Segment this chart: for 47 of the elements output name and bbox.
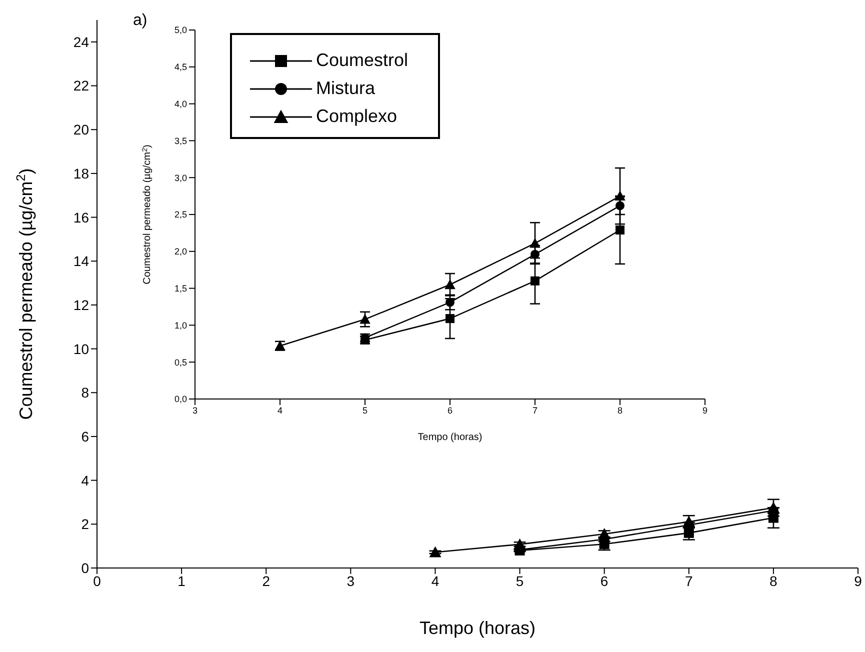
annotation: a) (133, 12, 148, 30)
x-tick-label: 8 (617, 405, 623, 416)
y-tick-label: 6 (81, 428, 90, 444)
x-tick-label: 9 (702, 405, 708, 416)
x-tick-label: 3 (346, 572, 355, 589)
x-tick-label: 8 (770, 572, 778, 589)
y-tick-label: 3,0 (174, 172, 187, 183)
y-tick-label: 14 (73, 253, 90, 270)
x-tick-label: 5 (516, 572, 524, 589)
legend-label: Mistura (316, 78, 376, 100)
y-tick-label: 0,0 (174, 394, 187, 404)
x-tick-label: 9 (854, 572, 862, 589)
x-tick-label: 2 (262, 572, 270, 589)
y-tick-label: 2,0 (174, 246, 187, 257)
y-tick-label: 2,5 (174, 210, 187, 220)
y-tick-label: 16 (73, 209, 90, 226)
y-tick-label: 4 (81, 472, 90, 488)
y-tick-label: 12 (73, 296, 90, 313)
x-axis-title: Tempo (horas) (418, 432, 482, 443)
x-tick-label: 0 (93, 572, 102, 589)
y-tick-label: 8 (81, 384, 90, 401)
y-tick-label: 18 (73, 165, 90, 182)
y-tick-label: 3,5 (174, 136, 187, 146)
y-tick-label: 10 (73, 340, 90, 357)
legend-label: Coumestrol (316, 50, 408, 72)
y-tick-label: 5,0 (174, 25, 187, 36)
x-tick-label: 7 (532, 405, 538, 416)
y-tick-label: 22 (73, 78, 90, 94)
y-tick-label: 4,5 (174, 62, 187, 72)
x-tick-label: 5 (362, 405, 368, 416)
x-tick-label: 7 (684, 572, 693, 589)
x-tick-label: 6 (447, 405, 453, 416)
y-tick-label: 1,5 (174, 283, 187, 294)
legend-label: Complexo (316, 106, 398, 128)
y-tick-label: 0 (81, 560, 90, 576)
y-tick-label: 20 (73, 122, 90, 138)
x-tick-label: 3 (192, 405, 198, 416)
x-tick-label: 1 (178, 572, 186, 589)
x-axis-title: Tempo (horas) (419, 618, 536, 638)
y-tick-label: 2 (81, 516, 90, 532)
y-tick-label: 24 (73, 34, 90, 50)
y-tick-label: 4,0 (174, 98, 187, 109)
y-tick-label: 1,0 (174, 320, 187, 330)
y-tick-label: 0,5 (174, 357, 187, 368)
x-tick-label: 4 (431, 572, 440, 589)
x-tick-label: 6 (600, 572, 608, 589)
x-tick-label: 4 (277, 405, 283, 416)
